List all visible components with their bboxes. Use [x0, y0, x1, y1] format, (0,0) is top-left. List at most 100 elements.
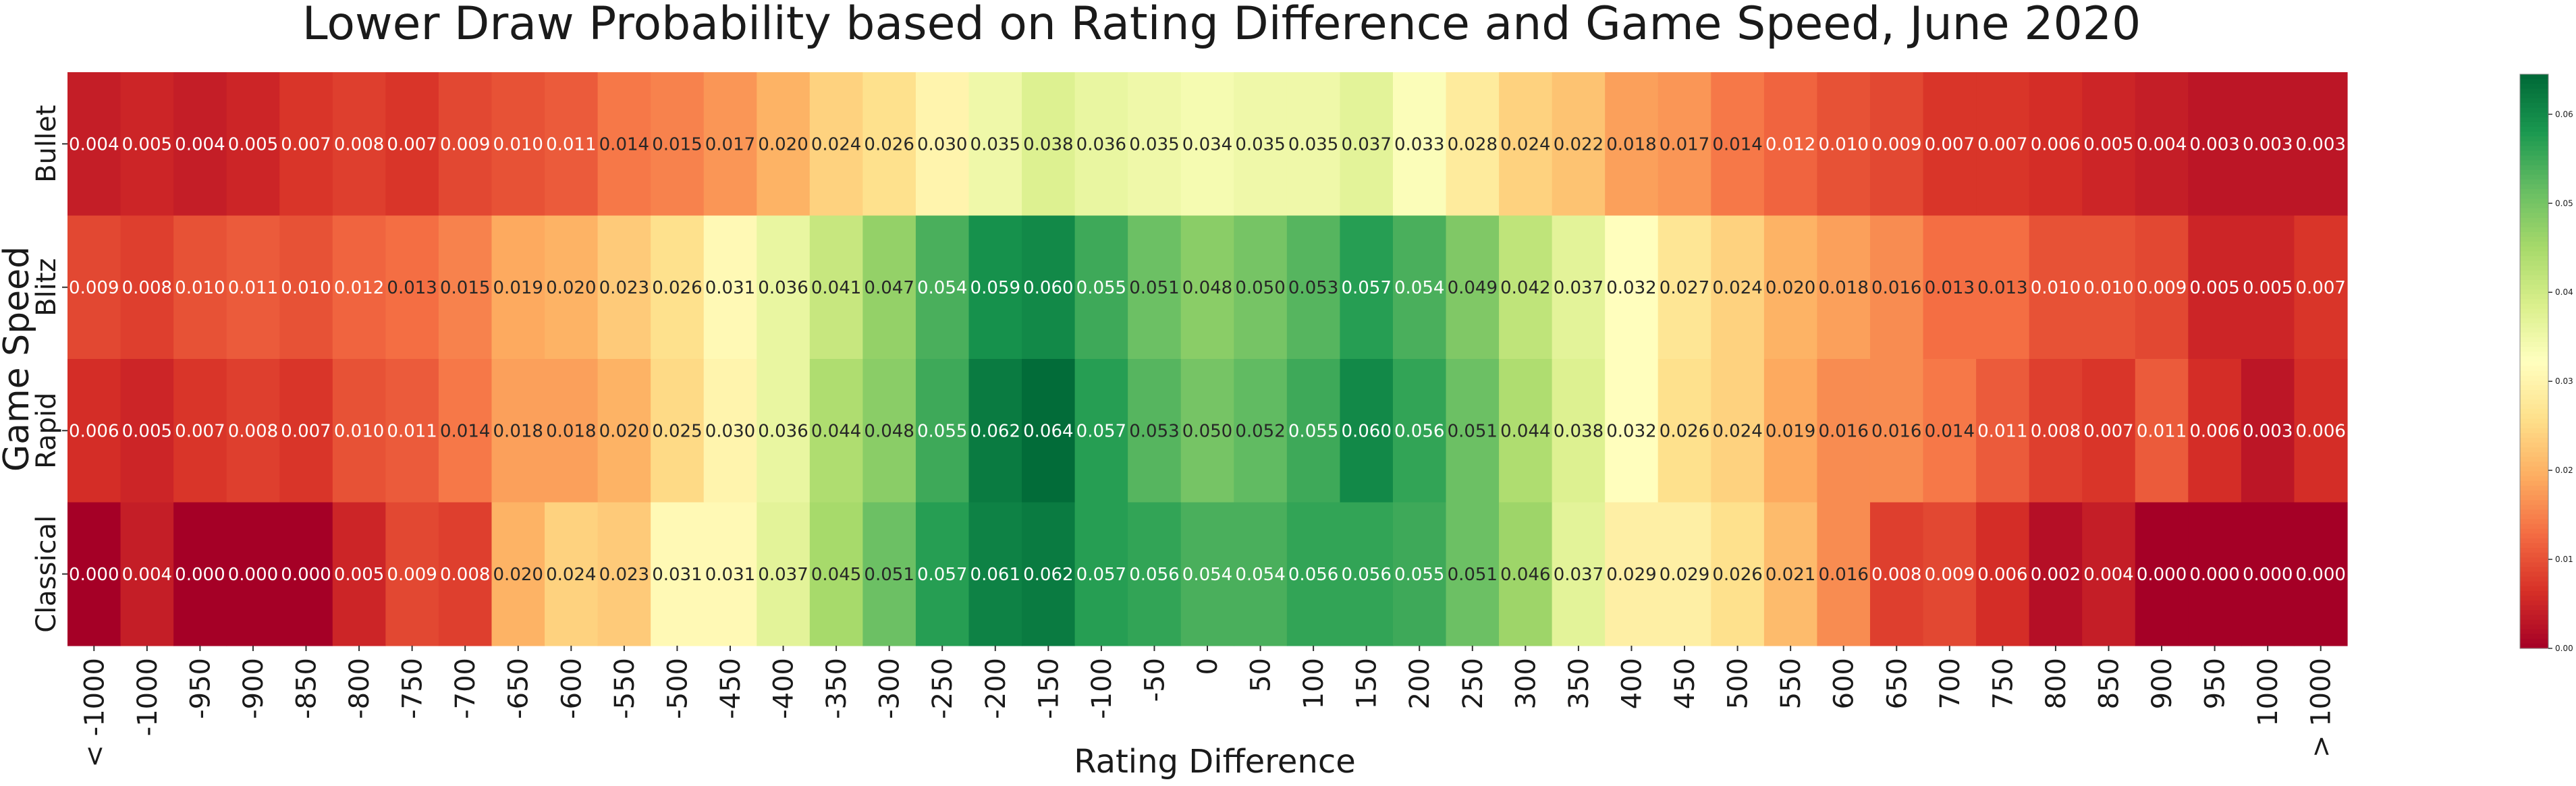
cell-value-label: 0.029	[1606, 565, 1656, 585]
heatmap-cell	[757, 215, 811, 360]
heatmap-cell	[2241, 502, 2295, 646]
heatmap-cell	[2029, 502, 2083, 646]
cell-value-label: 0.031	[652, 565, 702, 585]
heatmap-cell	[1657, 502, 1711, 646]
heatmap-cell	[1446, 359, 1500, 503]
cell-value-label: 0.003	[2243, 421, 2293, 441]
heatmap-cell	[438, 502, 493, 646]
colorbar-segment	[2520, 519, 2548, 525]
cell-value-label: 0.000	[2137, 565, 2187, 585]
colorbar-segment	[2520, 600, 2548, 606]
heatmap-cell	[2188, 502, 2242, 646]
heatmap-cell	[651, 72, 705, 217]
colorbar-segment	[2520, 533, 2548, 539]
colorbar-segment	[2520, 624, 2548, 630]
colorbar-segment	[2520, 557, 2548, 563]
colorbar-segment	[2520, 198, 2548, 204]
cell-value-label: 0.014	[1712, 134, 1762, 155]
heatmap-cell	[438, 359, 493, 503]
cell-value-label: 0.014	[599, 134, 649, 155]
colorbar-segment	[2520, 74, 2548, 80]
cell-value-label: 0.021	[1765, 565, 1815, 585]
heatmap-cell	[862, 359, 916, 503]
x-tick-label: -250	[927, 658, 958, 719]
colorbar-segment	[2520, 423, 2548, 429]
cell-value-label: 0.054	[1394, 278, 1444, 298]
heatmap-cell	[2082, 502, 2136, 646]
cell-value-label: 0.029	[1660, 565, 1709, 585]
heatmap-cell	[1817, 359, 1871, 503]
cell-value-label: 0.005	[2083, 134, 2133, 155]
cell-value-label: 0.017	[1660, 134, 1709, 155]
heatmap-cell	[491, 215, 545, 360]
cell-value-label: 0.010	[493, 134, 543, 155]
heatmap-cell	[173, 502, 227, 646]
heatmap-cell	[1552, 502, 1606, 646]
cell-value-label: 0.022	[1554, 134, 1604, 155]
heatmap-cell	[1869, 502, 1924, 646]
cell-value-label: 0.024	[1500, 134, 1550, 155]
x-tick-label: -650	[503, 658, 535, 719]
cell-value-label: 0.056	[1129, 565, 1179, 585]
heatmap-cell	[597, 502, 651, 646]
x-tick-label: 650	[1882, 658, 1913, 709]
cell-value-label: 0.035	[970, 134, 1020, 155]
y-tick-label: Bullet	[31, 105, 62, 183]
cell-value-label: 0.024	[1712, 421, 1762, 441]
x-tick-label: -450	[715, 658, 746, 719]
cell-value-label: 0.006	[69, 421, 119, 441]
colorbar-segment	[2520, 136, 2548, 142]
cell-value-label: 0.002	[2031, 565, 2081, 585]
x-tick-label: -400	[769, 658, 800, 719]
heatmap-cell	[1711, 359, 1765, 503]
colorbar-segment	[2520, 237, 2548, 242]
cell-value-label: 0.006	[2189, 421, 2239, 441]
colorbar-segment	[2520, 169, 2548, 175]
y-axis-ticks: Bullet Blitz Rapid Classical	[31, 105, 67, 633]
colorbar-segment	[2520, 318, 2548, 324]
heatmap-cell	[173, 215, 227, 360]
heatmap-cell	[1976, 72, 2030, 217]
cell-value-label: 0.044	[811, 421, 861, 441]
y-tick-label: Rapid	[31, 393, 62, 469]
x-tick-label: -950	[185, 658, 216, 719]
heatmap-cell	[1392, 502, 1447, 646]
cell-value-label: 0.037	[758, 565, 808, 585]
cell-value-label: 0.007	[1977, 134, 2027, 155]
cell-value-label: 0.007	[175, 421, 225, 441]
heatmap-cell	[809, 502, 863, 646]
colorbar-segment	[2520, 121, 2548, 128]
cell-value-label: 0.020	[493, 565, 543, 585]
cell-value-label: 0.013	[1977, 278, 2027, 298]
colorbar-segment	[2520, 409, 2548, 415]
cell-value-label: 0.004	[122, 565, 172, 585]
cell-value-label: 0.060	[1023, 278, 1073, 298]
cell-value-label: 0.035	[1129, 134, 1179, 155]
cell-value-label: 0.036	[1076, 134, 1126, 155]
heatmap-cell	[2188, 72, 2242, 217]
heatmap-cells	[67, 72, 2348, 646]
heatmap-cell	[1923, 359, 1977, 503]
colorbar-segment	[2520, 227, 2548, 233]
x-tick-label: -500	[662, 658, 693, 719]
colorbar-segment	[2520, 84, 2548, 89]
cell-value-label: 0.008	[228, 421, 278, 441]
colorbar-segment	[2520, 452, 2548, 457]
colorbar-segment	[2520, 103, 2548, 109]
colorbar-segment	[2520, 146, 2548, 152]
colorbar-tick-label: 0.01	[2555, 555, 2573, 564]
heatmap-cell	[597, 72, 651, 217]
cell-value-label: 0.050	[1235, 278, 1285, 298]
cell-value-label: 0.041	[811, 278, 861, 298]
heatmap-cell	[491, 359, 545, 503]
cell-value-label: 0.009	[387, 565, 437, 585]
heatmap-cell	[1869, 359, 1924, 503]
heatmap-cell	[968, 359, 1022, 503]
cell-value-label: 0.000	[69, 565, 119, 585]
heatmap-cell	[597, 359, 651, 503]
heatmap-cell	[1869, 72, 1924, 217]
heatmap-cell	[651, 502, 705, 646]
colorbar-segment	[2520, 509, 2548, 515]
heatmap-cell	[862, 215, 916, 360]
colorbar-segment	[2520, 165, 2548, 171]
